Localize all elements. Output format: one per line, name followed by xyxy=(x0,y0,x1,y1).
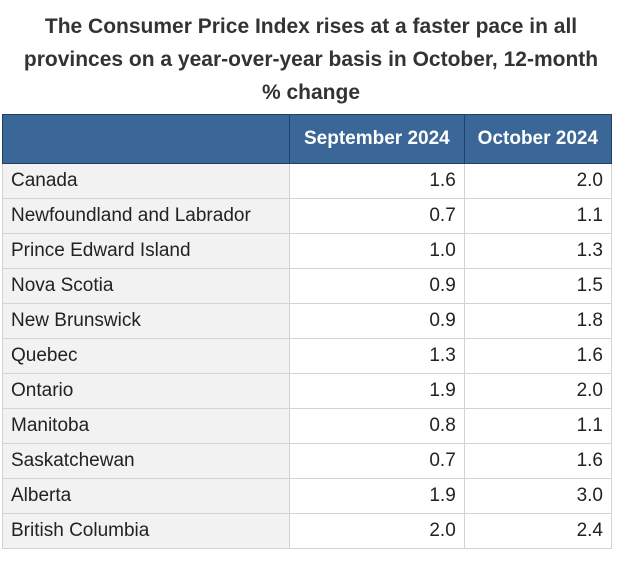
region-name: Prince Edward Island xyxy=(2,233,290,269)
value-cell: 2.0 xyxy=(463,163,613,199)
region-name: British Columbia xyxy=(2,513,290,549)
region-name: Saskatchewan xyxy=(2,443,290,479)
value-cell: 2.0 xyxy=(463,373,613,409)
value-cell: 1.6 xyxy=(463,443,613,479)
value-cell: 0.7 xyxy=(289,198,465,234)
value-cell: 1.1 xyxy=(463,408,613,444)
value-cell: 1.3 xyxy=(463,233,613,269)
value-cell: 2.4 xyxy=(463,513,613,549)
value-cell: 0.9 xyxy=(289,303,465,339)
region-name: New Brunswick xyxy=(2,303,290,339)
value-cell: 0.7 xyxy=(289,443,465,479)
table-row: Saskatchewan 0.7 1.6 xyxy=(2,443,613,479)
value-cell: 1.0 xyxy=(289,233,465,269)
title: The Consumer Price Index rises at a fast… xyxy=(23,15,599,104)
table-row: Newfoundland and Labrador 0.7 1.1 xyxy=(2,198,613,234)
table-body: Canada 1.6 2.0 Newfoundland and Labrador 0.7… xyxy=(2,163,613,549)
table-head: September 2024 October 2024 xyxy=(2,114,613,164)
region-name: Alberta xyxy=(2,478,290,514)
table-row: British Columbia 2.0 2.4 xyxy=(2,513,613,549)
column-header: October 2024 xyxy=(463,114,613,164)
corner-cell xyxy=(2,114,290,164)
header-row: September 2024 October 2024 xyxy=(2,114,613,164)
region-name: Newfoundland and Labrador xyxy=(2,198,290,234)
column-header: September 2024 xyxy=(289,114,465,164)
value-cell: 1.9 xyxy=(289,478,465,514)
data-table: September 2024 October 2024 Canada 1.6 2.0… xyxy=(2,114,613,549)
table-row: Prince Edward Island 1.0 1.3 xyxy=(2,233,613,269)
value-cell: 2.0 xyxy=(289,513,465,549)
region-name: Manitoba xyxy=(2,408,290,444)
value-cell: 0.8 xyxy=(289,408,465,444)
region-name: Canada xyxy=(2,163,290,199)
value-cell: 3.0 xyxy=(463,478,613,514)
table-row: Nova Scotia 0.9 1.5 xyxy=(2,268,613,304)
region-name: Ontario xyxy=(2,373,290,409)
value-cell: 1.9 xyxy=(289,373,465,409)
table-row: Alberta 1.9 3.0 xyxy=(2,478,613,514)
value-cell: 1.8 xyxy=(463,303,613,339)
table-row: Canada 1.6 2.0 xyxy=(2,163,613,199)
value-cell: 0.9 xyxy=(289,268,465,304)
value-cell: 1.1 xyxy=(463,198,613,234)
table-row: New Brunswick 0.9 1.8 xyxy=(2,303,613,339)
table-row: Quebec 1.3 1.6 xyxy=(2,338,613,374)
table-row: Ontario 1.9 2.0 xyxy=(2,373,613,409)
region-name: Nova Scotia xyxy=(2,268,290,304)
value-cell: 1.6 xyxy=(289,163,465,199)
value-cell: 1.5 xyxy=(463,268,613,304)
table-row: Manitoba 0.8 1.1 xyxy=(2,408,613,444)
value-cell: 1.3 xyxy=(289,338,465,374)
value-cell: 1.6 xyxy=(463,338,613,374)
region-name: Quebec xyxy=(2,338,290,374)
